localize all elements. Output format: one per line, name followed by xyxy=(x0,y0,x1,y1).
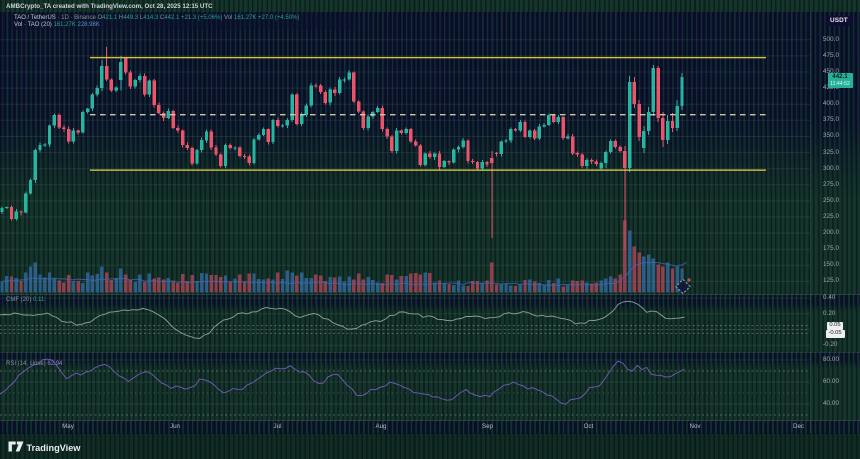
svg-text:TradingView: TradingView xyxy=(27,443,82,453)
